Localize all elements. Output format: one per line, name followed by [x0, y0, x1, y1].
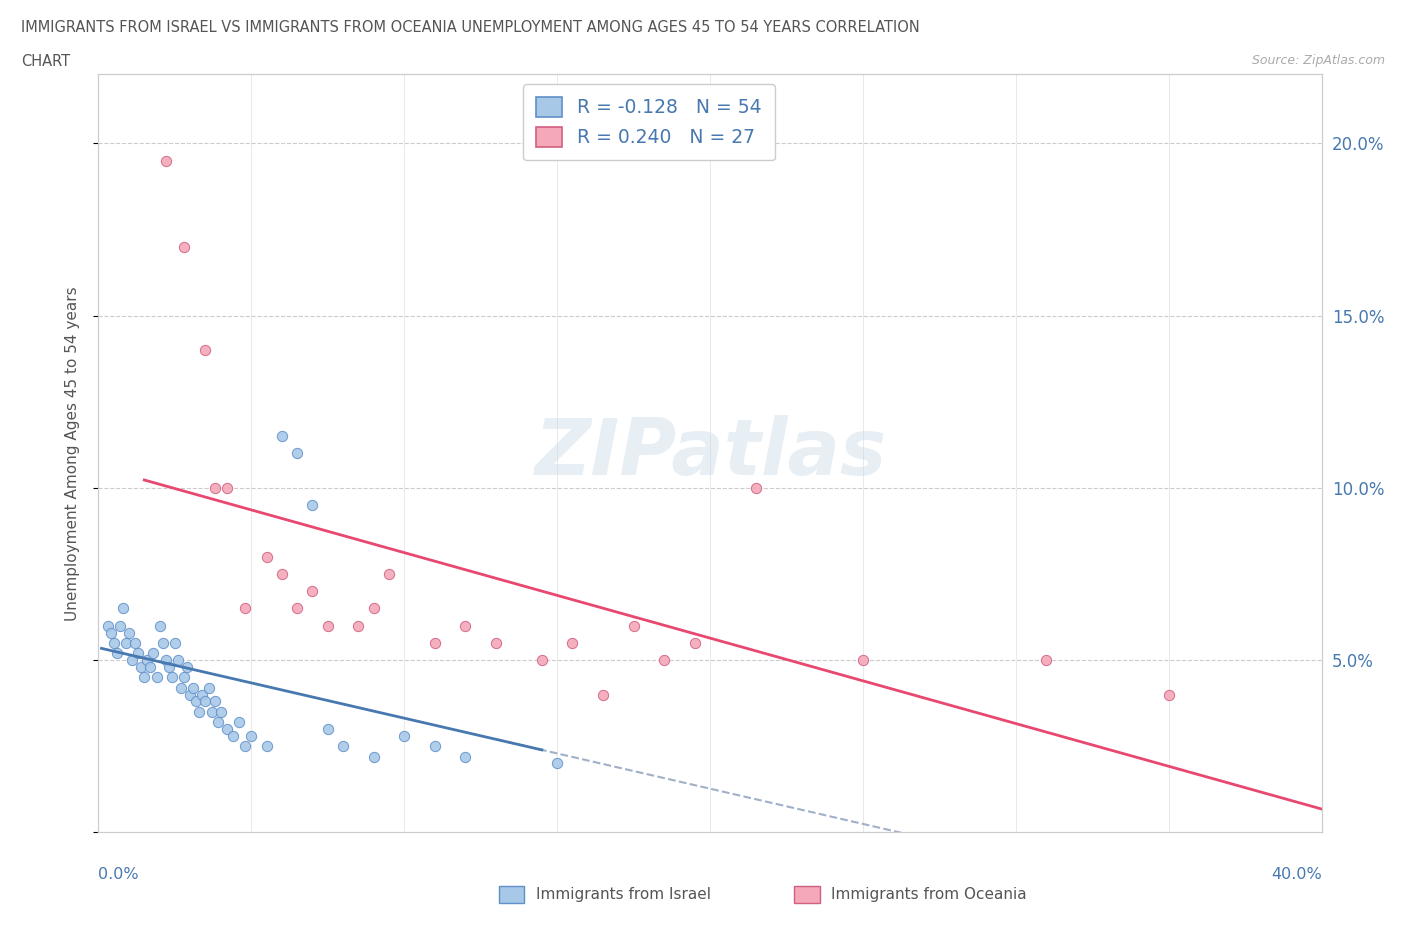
Point [200, 704, 222, 719]
Point [546, 756, 568, 771]
Point [111, 601, 134, 616]
Point [228, 714, 250, 729]
Point [173, 239, 195, 254]
Point [233, 738, 256, 753]
Point [561, 635, 583, 650]
Point [173, 670, 195, 684]
Point [194, 694, 217, 709]
Point [215, 481, 238, 496]
Point [270, 566, 292, 581]
Point [139, 659, 162, 674]
Point [191, 687, 214, 702]
Point [197, 680, 219, 695]
Point [301, 498, 323, 512]
Point [363, 750, 385, 764]
Point [316, 618, 339, 633]
Point [233, 601, 256, 616]
Point [240, 728, 263, 743]
Legend: R = -0.128   N = 54, R = 0.240   N = 27: R = -0.128 N = 54, R = 0.240 N = 27 [523, 84, 775, 160]
Point [145, 670, 167, 684]
Point [423, 635, 446, 650]
Point [285, 446, 308, 461]
Point [115, 635, 138, 650]
Point [163, 635, 186, 650]
Point [152, 635, 174, 650]
Point [1035, 653, 1057, 668]
Point [454, 750, 477, 764]
Text: Source: ZipAtlas.com: Source: ZipAtlas.com [1251, 54, 1385, 67]
Point [204, 481, 226, 496]
Point [285, 601, 308, 616]
Point [332, 738, 354, 753]
Point [209, 704, 232, 719]
Point [215, 722, 238, 737]
Point [363, 601, 385, 616]
Point [97, 618, 120, 633]
Point [121, 653, 143, 668]
Point [256, 738, 278, 753]
Point [157, 659, 180, 674]
Text: Immigrants from Oceania: Immigrants from Oceania [831, 887, 1026, 902]
Point [170, 680, 193, 695]
Point [118, 625, 141, 640]
Point [745, 481, 768, 496]
Point [124, 635, 146, 650]
Text: 0.0%: 0.0% [98, 867, 139, 882]
Point [683, 635, 706, 650]
Point [454, 618, 477, 633]
Point [207, 714, 229, 729]
Point [592, 687, 614, 702]
Point [108, 618, 131, 633]
Point [1157, 687, 1180, 702]
Point [378, 566, 401, 581]
Point [167, 653, 190, 668]
Point [105, 645, 128, 660]
Point [142, 645, 165, 660]
Text: ZIPatlas: ZIPatlas [534, 416, 886, 491]
Point [155, 653, 177, 668]
Text: CHART: CHART [21, 54, 70, 69]
Point [188, 704, 211, 719]
Point [129, 659, 152, 674]
Point [423, 738, 446, 753]
Point [485, 635, 508, 650]
Point [256, 550, 278, 565]
Text: 40.0%: 40.0% [1271, 867, 1322, 882]
Point [530, 653, 553, 668]
Point [186, 694, 208, 709]
Point [301, 584, 323, 599]
Y-axis label: Unemployment Among Ages 45 to 54 years: Unemployment Among Ages 45 to 54 years [65, 286, 80, 620]
Point [103, 635, 125, 650]
Point [652, 653, 675, 668]
Point [179, 687, 201, 702]
Point [160, 670, 183, 684]
Point [181, 680, 204, 695]
Point [194, 342, 217, 357]
Text: IMMIGRANTS FROM ISRAEL VS IMMIGRANTS FROM OCEANIA UNEMPLOYMENT AMONG AGES 45 TO : IMMIGRANTS FROM ISRAEL VS IMMIGRANTS FRO… [21, 20, 920, 35]
Point [127, 645, 149, 660]
Point [134, 670, 156, 684]
Point [204, 694, 226, 709]
Point [316, 722, 339, 737]
Point [347, 618, 370, 633]
Point [176, 659, 198, 674]
Point [149, 618, 172, 633]
Point [100, 625, 122, 640]
Point [270, 429, 292, 444]
Point [852, 653, 875, 668]
Point [136, 653, 159, 668]
Point [392, 728, 416, 743]
Point [222, 728, 245, 743]
Point [623, 618, 645, 633]
Point [155, 153, 177, 168]
Text: Immigrants from Israel: Immigrants from Israel [536, 887, 710, 902]
